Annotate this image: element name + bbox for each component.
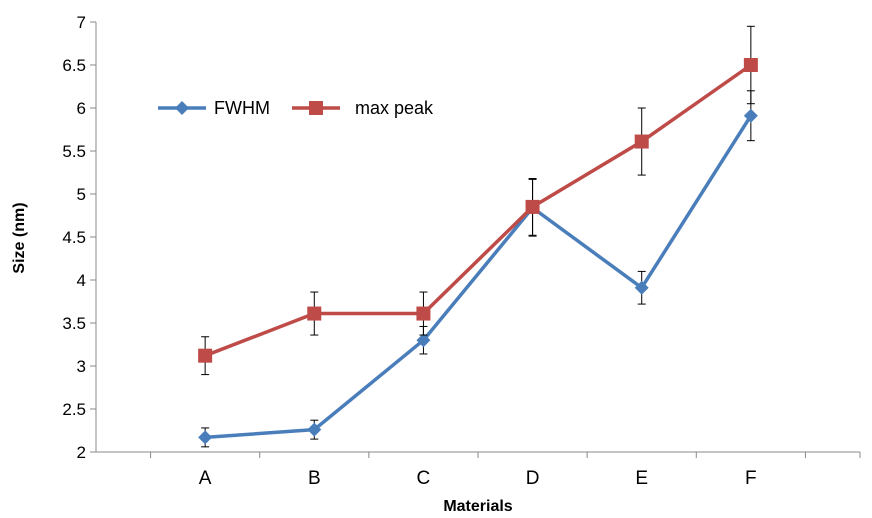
y-axis-title: Size (nm) xyxy=(11,202,28,273)
y-tick-label: 6.5 xyxy=(62,56,86,75)
data-point xyxy=(307,422,322,437)
x-tick-label: C xyxy=(417,468,431,489)
y-tick-label: 6 xyxy=(77,99,86,118)
x-tick-label: E xyxy=(635,468,648,489)
data-point xyxy=(743,108,758,123)
series-max-peak xyxy=(198,25,758,376)
data-point xyxy=(743,58,758,72)
y-tick-label: 2 xyxy=(77,443,86,462)
y-tick-label: 5.5 xyxy=(62,142,86,161)
x-tick-label: F xyxy=(745,468,757,489)
data-point xyxy=(416,306,431,321)
series-fwhm xyxy=(198,90,758,448)
legend-label: FWHM xyxy=(214,98,270,118)
y-tick-label: 4.5 xyxy=(62,228,86,247)
legend-item: max peak xyxy=(292,98,434,118)
data-point xyxy=(198,348,213,363)
legend-marker xyxy=(175,101,189,115)
data-point xyxy=(525,199,540,214)
y-tick-label: 2.5 xyxy=(62,400,86,419)
y-tick-label: 3.5 xyxy=(62,314,86,333)
y-tick-label: 7 xyxy=(77,13,86,32)
data-point xyxy=(307,306,322,321)
legend-label: max peak xyxy=(355,98,434,118)
data-point xyxy=(416,333,431,348)
data-point xyxy=(198,430,213,445)
legend-marker xyxy=(309,101,323,115)
series-line xyxy=(204,63,752,358)
y-tick-label: 3 xyxy=(77,357,86,376)
data-point xyxy=(634,134,649,149)
x-tick-label: B xyxy=(308,468,321,489)
x-tick-label: D xyxy=(526,468,540,489)
legend-item: FWHM xyxy=(158,98,270,118)
y-tick-label: 5 xyxy=(77,185,86,204)
data-point xyxy=(634,280,649,295)
x-axis-title: Materials xyxy=(443,498,512,515)
x-tick-label: A xyxy=(199,468,212,489)
y-tick-label: 4 xyxy=(77,271,86,290)
series-line xyxy=(205,114,753,440)
